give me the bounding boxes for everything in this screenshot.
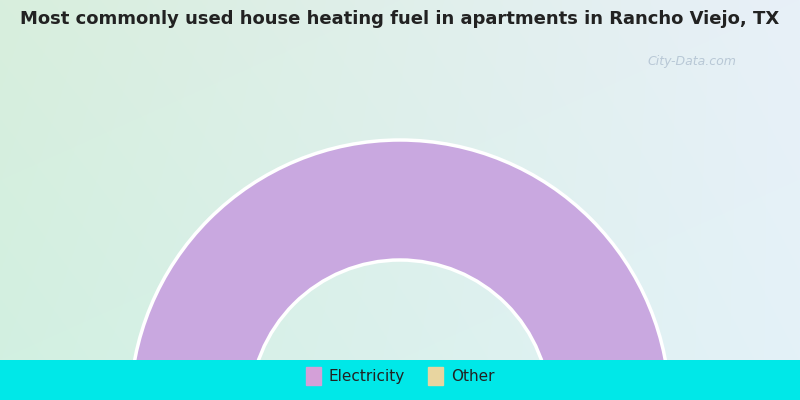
Text: Most commonly used house heating fuel in apartments in Rancho Viejo, TX: Most commonly used house heating fuel in… — [20, 10, 780, 28]
Text: City-Data.com: City-Data.com — [647, 56, 737, 68]
Wedge shape — [130, 140, 670, 400]
Legend: Electricity, Other: Electricity, Other — [300, 360, 500, 392]
